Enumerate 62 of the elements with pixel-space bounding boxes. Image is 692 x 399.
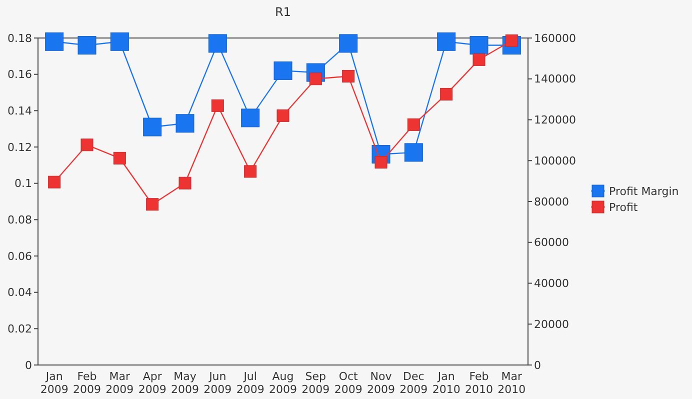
x-tick-label: Oct 2009: [334, 370, 362, 396]
point: [276, 109, 290, 122]
x-tick-label: Aug 2009: [269, 370, 297, 396]
x-tick-label: May 2009: [171, 370, 199, 396]
point: [342, 70, 355, 82]
y2-tick-label: 0: [534, 358, 541, 372]
point: [407, 118, 420, 131]
point: [437, 32, 456, 51]
point: [244, 165, 257, 178]
y2-tick-label: 60000: [534, 236, 569, 250]
x-tick-label: Sep 2009: [302, 370, 330, 396]
y-tick-label: 0.02: [8, 322, 32, 336]
point: [274, 61, 292, 80]
point: [470, 36, 488, 55]
x-tick-label: Mar 2010: [498, 370, 526, 396]
y-tick-label: 0: [25, 358, 32, 372]
x-tick-label: Apr 2009: [138, 370, 166, 396]
y2-tick-label: 100000: [534, 154, 576, 168]
y2-tick-label: 80000: [534, 195, 569, 208]
x-tick-label: Dec 2009: [400, 370, 428, 396]
y2-tick-label: 40000: [534, 277, 569, 290]
chart-title: R1: [275, 5, 291, 19]
x-tick-label: Jan 2009: [40, 370, 68, 396]
point: [113, 152, 126, 164]
y-tick-label: 0.04: [8, 286, 32, 300]
y-tick-label: 0.18: [8, 32, 32, 45]
point: [80, 138, 94, 152]
y-tick-label: 0.14: [8, 104, 32, 118]
point: [211, 99, 224, 112]
point: [110, 32, 129, 51]
y2-tick-label: 20000: [534, 318, 569, 331]
y2-tick-label: 160000: [534, 32, 576, 45]
point: [178, 176, 192, 190]
x-tick-label: Jan 2010: [432, 370, 460, 396]
y2-tick-label: 120000: [534, 114, 576, 127]
x-tick-label: Jul 2009: [236, 370, 264, 396]
x-tick-label: Jun 2009: [204, 370, 232, 396]
point: [472, 53, 486, 66]
point: [374, 156, 388, 169]
y-tick-label: 0.12: [8, 140, 32, 154]
legend-label: Profit Margin: [609, 184, 679, 198]
point: [404, 143, 423, 162]
point: [146, 198, 159, 211]
x-tick-label: Feb 2009: [73, 370, 101, 396]
y2-tick-label: 140000: [534, 72, 576, 86]
point: [48, 176, 61, 188]
y-tick-label: 0.16: [8, 68, 32, 82]
point: [208, 34, 227, 53]
point: [440, 88, 453, 100]
point: [339, 34, 358, 53]
y-tick-label: 0.1: [14, 177, 32, 190]
point: [176, 114, 194, 133]
y-tick-label: 0.08: [8, 214, 32, 227]
x-tick-label: Nov 2009: [367, 370, 395, 396]
x-tick-label: Mar 2009: [106, 370, 134, 396]
point: [78, 36, 96, 55]
point: [45, 32, 64, 51]
point: [143, 118, 162, 136]
point: [241, 108, 260, 128]
x-tick-label: Feb 2010: [465, 370, 493, 396]
legend-label: Profit: [609, 200, 638, 214]
y-tick-label: 0.06: [8, 250, 32, 263]
